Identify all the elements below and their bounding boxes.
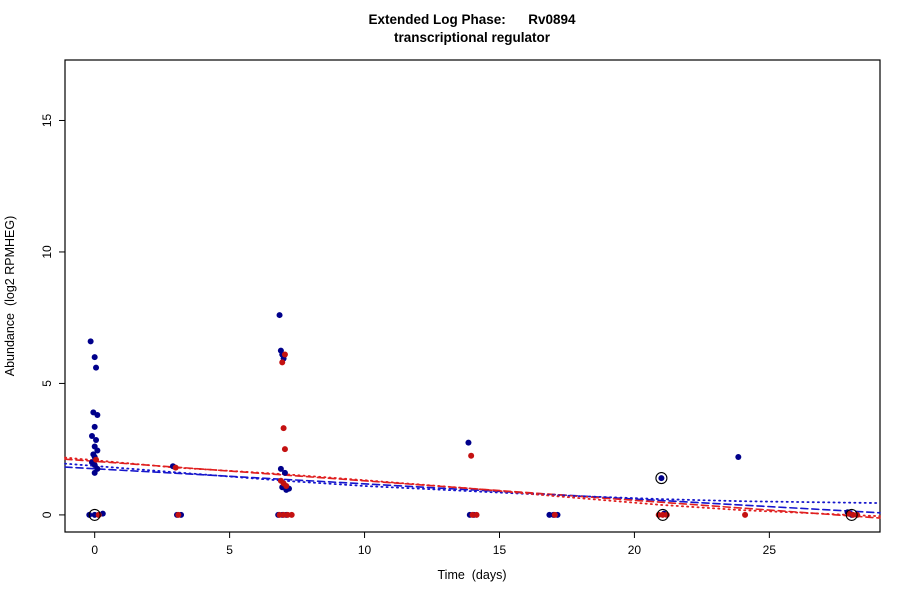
condition-red-point [283,482,290,489]
flagged-point-ring [655,472,668,485]
x-axis-label: Time (days) [438,568,507,582]
y-tick-label: 15 [40,113,54,127]
red-linear-fit [64,458,881,519]
condition-blue-point [658,475,665,482]
condition-red-point [93,456,100,463]
chart-subtitle: transcriptional regulator [394,30,551,45]
condition-red-point [288,511,295,518]
condition-red-point [279,359,286,366]
red-smooth-fit [64,456,881,518]
condition-blue-point [94,411,101,418]
condition-blue-point [93,436,100,443]
blue-smooth-fit [64,462,881,504]
y-tick-label: 5 [40,380,54,387]
condition-blue-point [277,465,284,472]
condition-red-point [281,351,288,358]
flagged-point-ring [845,508,858,521]
condition-blue-point [88,433,95,440]
condition-red-point [473,511,480,518]
condition-blue-point [735,454,742,461]
condition-blue-point [465,439,472,446]
flagged-point-ring [88,508,101,521]
condition-red-point [281,446,288,453]
condition-red-point [172,464,179,471]
condition-blue-point [91,469,98,476]
condition-blue-point [91,423,98,430]
condition-red-point [551,511,558,518]
circled-points [88,472,858,521]
x-tick-label: 25 [763,543,777,557]
condition-red-point [280,425,287,432]
condition-blue-point [87,338,94,345]
condition-blue-point [276,312,283,319]
y-axis-label: Abundance (log2 RPMHEG) [3,216,17,377]
flagged-point-ring [656,508,669,521]
plot-border [64,59,881,533]
y-tick-label: 0 [40,511,54,518]
condition-blue-point [281,469,288,476]
x-tick-label: 0 [91,543,98,557]
condition-blue-point [93,364,100,371]
condition-blue-point [91,354,98,361]
condition-red-point [663,511,670,518]
x-tick-label: 10 [358,543,372,557]
condition-red-point [468,452,475,459]
x-tick-label: 5 [226,543,233,557]
chart-title: Extended Log Phase: Rv0894 [368,12,576,27]
blue-linear-fit [64,466,881,514]
x-tick-label: 20 [628,543,642,557]
y-tick-label: 10 [40,245,54,259]
condition-red-point [95,511,102,518]
condition-red-point [175,511,182,518]
data-points [86,312,861,518]
axes: 0 5 10 15 20 25 0 5 10 15 [40,59,881,557]
condition-red-point [742,511,749,518]
trend-lines [64,456,881,519]
condition-blue-point [94,447,101,454]
x-tick-label: 15 [493,543,507,557]
